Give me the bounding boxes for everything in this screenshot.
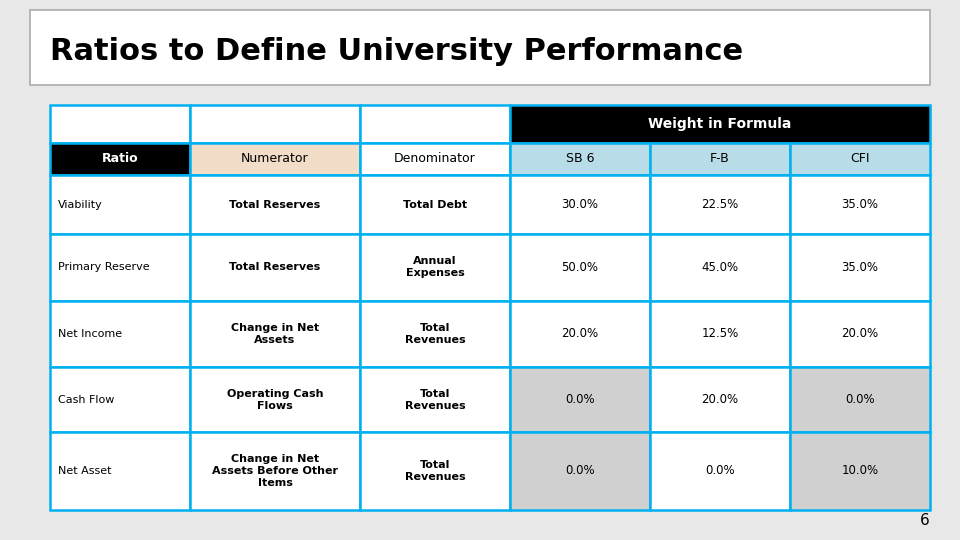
Text: Ratios to Define University Performance: Ratios to Define University Performance	[50, 37, 743, 66]
Text: Total
Revenues: Total Revenues	[405, 323, 466, 345]
Bar	[790, 175, 930, 234]
Text: 0.0%: 0.0%	[565, 464, 595, 477]
Bar	[360, 234, 510, 301]
Text: Total
Revenues: Total Revenues	[405, 460, 466, 482]
Text: 20.0%: 20.0%	[562, 327, 599, 340]
Text: Change in Net
Assets: Change in Net Assets	[231, 323, 319, 345]
Bar	[190, 175, 360, 234]
Bar	[360, 105, 510, 143]
Bar	[50, 432, 190, 510]
Text: Viability: Viability	[58, 199, 103, 210]
Bar	[360, 367, 510, 432]
Bar	[650, 301, 790, 367]
Text: Net Asset: Net Asset	[58, 466, 111, 476]
Text: Annual
Expenses: Annual Expenses	[406, 256, 465, 278]
Text: Net Income: Net Income	[58, 329, 122, 339]
Text: 30.0%: 30.0%	[562, 198, 598, 211]
Text: Weight in Formula: Weight in Formula	[648, 117, 792, 131]
Bar	[360, 432, 510, 510]
Text: F-B: F-B	[710, 152, 730, 165]
Text: 6: 6	[921, 513, 930, 528]
Bar	[50, 143, 190, 175]
Text: 0.0%: 0.0%	[565, 393, 595, 406]
Text: Numerator: Numerator	[241, 152, 309, 165]
Text: Ratio: Ratio	[102, 152, 138, 165]
Bar	[50, 367, 190, 432]
Text: 45.0%: 45.0%	[702, 261, 738, 274]
Bar	[30, 10, 930, 85]
Bar	[650, 234, 790, 301]
Text: SB 6: SB 6	[565, 152, 594, 165]
Bar	[650, 432, 790, 510]
Text: 0.0%: 0.0%	[845, 393, 875, 406]
Text: 12.5%: 12.5%	[702, 327, 738, 340]
Text: 20.0%: 20.0%	[702, 393, 738, 406]
Bar	[360, 301, 510, 367]
Bar	[790, 432, 930, 510]
Bar	[510, 367, 650, 432]
Bar	[50, 105, 190, 143]
Text: 10.0%: 10.0%	[841, 464, 878, 477]
Text: Change in Net
Assets Before Other
Items: Change in Net Assets Before Other Items	[212, 454, 338, 488]
Text: Cash Flow: Cash Flow	[58, 395, 114, 404]
Bar	[790, 367, 930, 432]
Bar	[650, 143, 790, 175]
Text: CFI: CFI	[851, 152, 870, 165]
Text: 50.0%: 50.0%	[562, 261, 598, 274]
Bar	[510, 301, 650, 367]
Text: Total Reserves: Total Reserves	[229, 262, 321, 272]
Text: 0.0%: 0.0%	[706, 464, 734, 477]
Bar	[190, 143, 360, 175]
Bar	[510, 105, 930, 143]
Bar	[790, 143, 930, 175]
Bar	[510, 234, 650, 301]
Text: Total
Revenues: Total Revenues	[405, 389, 466, 410]
Text: Denominator: Denominator	[395, 152, 476, 165]
Bar	[50, 175, 190, 234]
Text: Operating Cash
Flows: Operating Cash Flows	[227, 389, 324, 410]
Bar	[50, 234, 190, 301]
Bar	[510, 432, 650, 510]
Bar	[510, 143, 650, 175]
Bar	[190, 234, 360, 301]
Bar	[190, 301, 360, 367]
Text: Primary Reserve: Primary Reserve	[58, 262, 150, 272]
Text: 22.5%: 22.5%	[702, 198, 738, 211]
Bar	[190, 367, 360, 432]
Bar	[360, 143, 510, 175]
Bar	[190, 105, 360, 143]
Text: 20.0%: 20.0%	[841, 327, 878, 340]
Bar	[190, 432, 360, 510]
Text: 35.0%: 35.0%	[842, 198, 878, 211]
Bar	[50, 301, 190, 367]
Text: Total Reserves: Total Reserves	[229, 199, 321, 210]
Bar	[790, 301, 930, 367]
Bar	[650, 367, 790, 432]
Bar	[790, 234, 930, 301]
Text: Total Debt: Total Debt	[403, 199, 468, 210]
Text: 35.0%: 35.0%	[842, 261, 878, 274]
Bar	[360, 175, 510, 234]
Bar	[510, 175, 650, 234]
Bar	[650, 175, 790, 234]
